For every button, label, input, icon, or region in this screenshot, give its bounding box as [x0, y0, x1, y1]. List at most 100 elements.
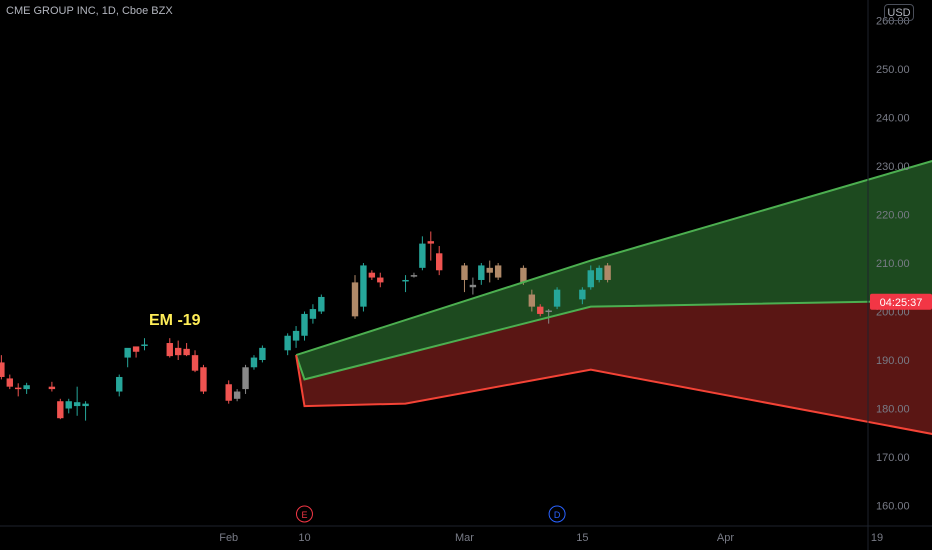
candle-body [461, 265, 468, 280]
candle [360, 263, 367, 312]
x-tick-label: 15 [576, 532, 588, 544]
x-tick-label: Feb [219, 532, 238, 544]
candle [124, 347, 131, 368]
y-tick-label: 240.00 [876, 113, 910, 125]
candle-body [242, 367, 249, 390]
candle [65, 398, 72, 414]
candle-body [419, 243, 426, 268]
event-letter: D [554, 510, 561, 520]
candle-body [318, 296, 325, 312]
candle-body [259, 347, 266, 360]
expected-move-label: EM -19 [149, 312, 201, 329]
candle-body [309, 309, 317, 319]
y-tick-label: 170.00 [876, 452, 910, 464]
expected-move-middle-line [295, 299, 932, 381]
candle-body [65, 401, 72, 409]
event-circle [548, 505, 566, 523]
x-axis: Feb10Mar15Apr19May [219, 532, 883, 544]
candle-body [360, 265, 367, 307]
candle [301, 311, 308, 341]
candle-body [579, 289, 586, 300]
candle-body [478, 265, 485, 280]
currency-button[interactable]: USD [884, 4, 914, 21]
candle [461, 263, 468, 293]
candle [233, 389, 241, 402]
candle-body [124, 347, 131, 358]
candle [469, 277, 477, 295]
candle-body [494, 265, 502, 278]
candle-body [486, 267, 493, 273]
candle-body [166, 343, 173, 357]
candle-body [587, 270, 594, 288]
candle [595, 265, 603, 283]
candle-body [427, 241, 434, 244]
symbol-header: CME GROUP INC, 1D, Cboe BZX [6, 5, 173, 17]
candle [141, 338, 148, 351]
candle [116, 374, 123, 397]
candle [309, 304, 317, 324]
y-tick-label: 180.00 [876, 404, 910, 416]
candle [436, 246, 443, 276]
candle-body [0, 362, 5, 377]
candle-body [301, 313, 308, 336]
candle [6, 374, 13, 390]
candle-body [604, 265, 611, 280]
candle [23, 382, 30, 394]
y-tick-label: 210.00 [876, 258, 910, 270]
candle-body [537, 306, 544, 314]
symbol-name: CME GROUP INC [6, 5, 96, 17]
candle-body [528, 294, 536, 307]
candle [351, 275, 359, 319]
event-markers: EDE [295, 505, 566, 523]
candle [368, 270, 376, 280]
candle-body [520, 267, 527, 283]
candle [478, 263, 485, 285]
candle [587, 265, 594, 290]
candle-body [553, 289, 561, 307]
candles [0, 231, 611, 421]
event-letter: E [301, 510, 307, 520]
candle-body [377, 277, 384, 283]
candle [486, 260, 493, 283]
candle-body [174, 347, 182, 356]
candle [292, 326, 300, 348]
candle-body [545, 310, 552, 313]
x-tick-label: 19 [871, 532, 883, 544]
candle [15, 383, 22, 397]
y-axis: 160.00170.00180.00190.00200.00210.00220.… [876, 16, 910, 513]
expected-move-upper-line [295, 160, 932, 357]
candle-body [284, 335, 291, 351]
candle [553, 287, 561, 310]
candle-body [200, 367, 207, 392]
candle-body [351, 282, 359, 317]
candle [377, 272, 384, 288]
current-price-tag [870, 293, 932, 310]
symbol-exchange: Cboe BZX [121, 5, 173, 17]
candle [402, 275, 409, 293]
candle [48, 381, 56, 392]
y-tick-label: 230.00 [876, 161, 910, 173]
candle-body [6, 378, 13, 387]
y-tick-label: 220.00 [876, 210, 910, 222]
expected-move-upper-zone [296, 161, 932, 380]
candle [200, 364, 207, 394]
symbol-interval: 1D [101, 5, 116, 17]
candle-body [402, 279, 409, 282]
x-tick-label: 10 [298, 532, 310, 544]
candle [0, 355, 5, 380]
candle [537, 304, 544, 317]
candle-body [292, 330, 300, 341]
candle [166, 338, 173, 358]
candle-body [73, 402, 81, 407]
candle [419, 236, 426, 271]
y-tick-label: 250.00 [876, 64, 910, 76]
expected-move-lower-line [295, 354, 932, 435]
candle [174, 340, 182, 360]
x-tick-label: Apr [717, 532, 734, 544]
candle [250, 355, 258, 370]
candle-body [233, 391, 241, 399]
candle [579, 287, 586, 305]
candle-body [368, 272, 376, 278]
candle-body [595, 267, 603, 280]
